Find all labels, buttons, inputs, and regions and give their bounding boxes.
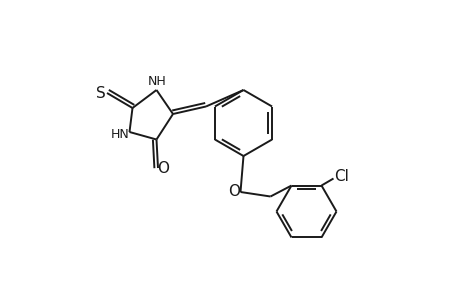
Text: HN: HN	[110, 128, 129, 141]
Text: Cl: Cl	[334, 169, 348, 184]
Text: S: S	[95, 85, 105, 100]
Text: NH: NH	[148, 75, 167, 88]
Text: O: O	[157, 161, 169, 176]
Text: O: O	[227, 184, 240, 200]
